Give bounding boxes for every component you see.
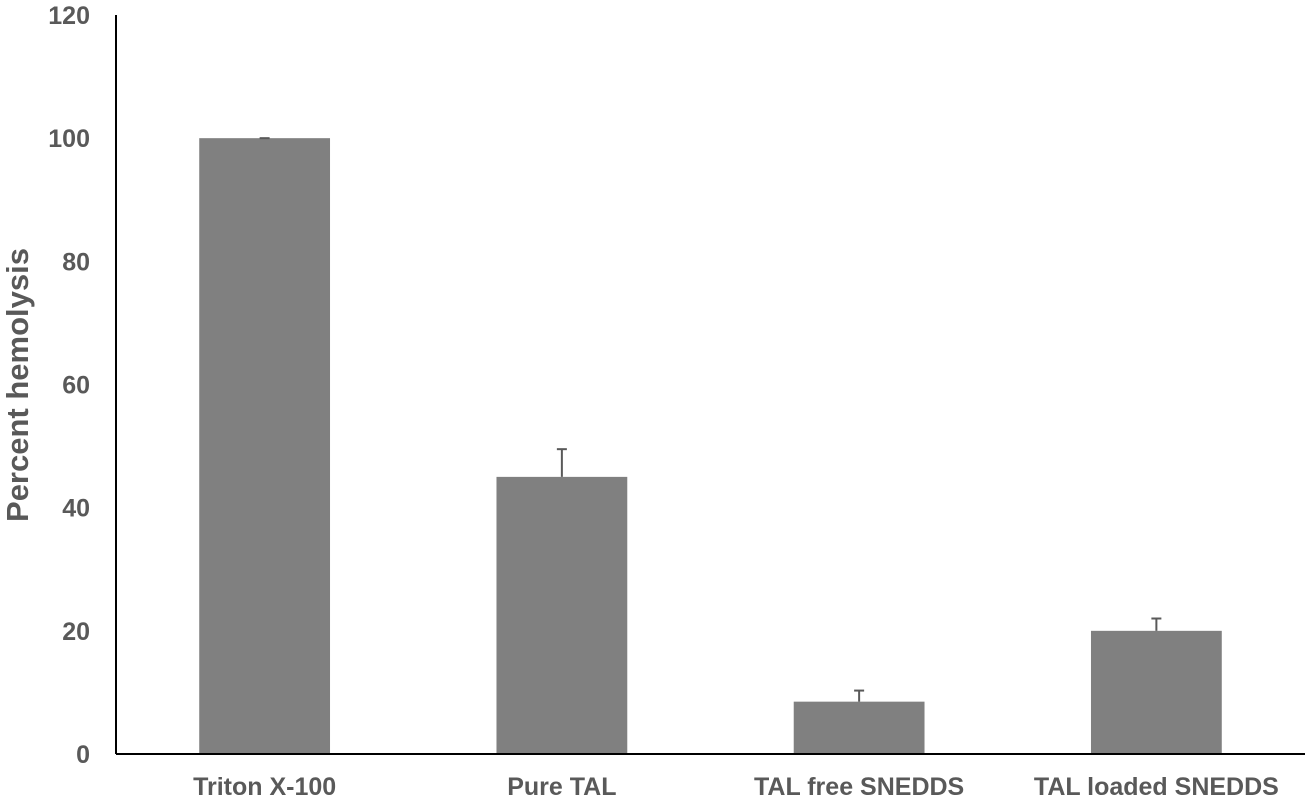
x-category-label: TAL loaded SNEDDS	[1034, 773, 1279, 801]
y-tick-label: 120	[48, 2, 90, 30]
x-category-label: TAL free SNEDDS	[754, 773, 964, 801]
y-tick-label: 60	[62, 372, 90, 400]
y-axis-title: Percent hemolysis	[0, 248, 35, 522]
error-bars	[259, 137, 1162, 702]
x-category-label: Triton X-100	[193, 773, 336, 801]
bar	[496, 476, 628, 754]
y-tick-label: 80	[62, 248, 90, 276]
bars	[199, 138, 1222, 754]
y-axis-ticks: 0 20 40 60 80 100 120	[48, 2, 90, 769]
y-tick-label: 40	[62, 495, 90, 523]
x-category-label: Pure TAL	[507, 773, 616, 801]
y-tick-label: 0	[76, 741, 90, 769]
bar	[793, 701, 925, 754]
y-tick-label: 100	[48, 125, 90, 153]
bar	[199, 138, 331, 754]
y-tick-label: 20	[62, 618, 90, 646]
bar	[1090, 630, 1222, 754]
x-axis-category-labels: Triton X-100 Pure TAL TAL free SNEDDS TAL l…	[193, 773, 1279, 801]
